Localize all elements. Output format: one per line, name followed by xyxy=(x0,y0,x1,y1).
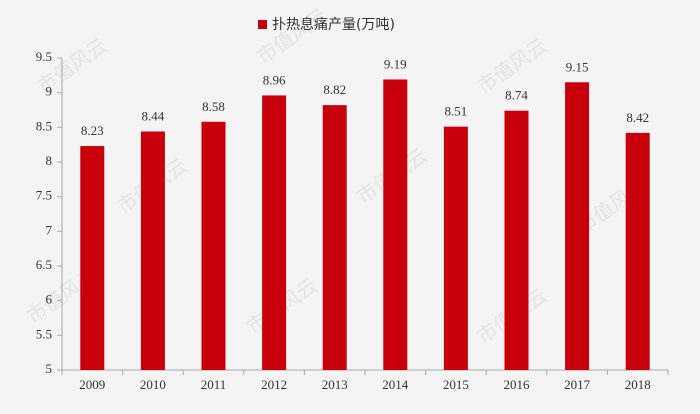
y-tick-label: 6 xyxy=(46,292,53,307)
data-label: 8.23 xyxy=(81,123,104,138)
data-label: 8.44 xyxy=(142,108,165,123)
x-tick-label: 2018 xyxy=(625,377,651,392)
bar xyxy=(262,95,287,370)
bar xyxy=(443,126,468,370)
x-tick-label: 2012 xyxy=(261,377,287,392)
y-tick-label: 9.5 xyxy=(36,49,52,64)
legend-label: 扑热息痛产量(万吨) xyxy=(272,16,395,33)
x-tick-label: 2013 xyxy=(322,377,348,392)
y-tick-label: 5.5 xyxy=(36,326,52,341)
data-label: 8.58 xyxy=(202,99,225,114)
bar xyxy=(383,79,408,370)
x-tick-label: 2015 xyxy=(443,377,469,392)
y-tick-label: 8 xyxy=(46,153,53,168)
y-tick-label: 6.5 xyxy=(36,257,52,272)
y-tick-label: 9 xyxy=(46,84,53,99)
x-tick-label: 2009 xyxy=(79,377,105,392)
data-label: 8.51 xyxy=(445,104,468,119)
data-label: 8.96 xyxy=(263,72,286,87)
data-label: 9.19 xyxy=(384,56,407,71)
bar xyxy=(322,105,347,370)
bar xyxy=(201,121,226,370)
y-tick-label: 5 xyxy=(46,361,53,376)
x-tick-label: 2014 xyxy=(382,377,409,392)
data-label: 8.82 xyxy=(323,82,346,97)
x-tick-label: 2016 xyxy=(504,377,531,392)
y-tick-label: 7.5 xyxy=(36,188,52,203)
y-tick-label: 8.5 xyxy=(36,118,52,133)
legend-swatch xyxy=(258,20,267,29)
data-label: 8.42 xyxy=(626,110,649,125)
x-tick-label: 2010 xyxy=(140,377,166,392)
bar xyxy=(140,131,165,370)
bar xyxy=(504,110,529,371)
bar xyxy=(80,146,105,370)
y-tick-label: 7 xyxy=(46,222,53,237)
bar xyxy=(625,132,650,370)
x-tick-label: 2017 xyxy=(564,377,591,392)
data-label: 9.15 xyxy=(566,59,589,74)
x-tick-label: 2011 xyxy=(201,377,227,392)
data-label: 8.74 xyxy=(505,88,528,103)
bar xyxy=(565,82,590,371)
